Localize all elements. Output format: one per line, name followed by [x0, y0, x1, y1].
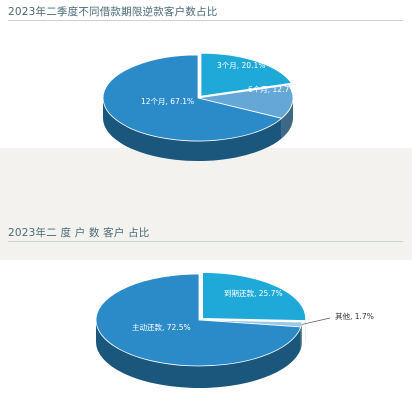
pie-1: 3个月, 20.1% 6个月, 12.7% 12个月, 67.1% [102, 52, 296, 162]
pie-2-slice-3 [95, 273, 302, 367]
pie-2-label-1: 到期还款, 25.7% [224, 288, 283, 298]
pie-1-slice-3 [102, 54, 283, 142]
chart-2-title: 2023年二 度 户 数 客户 占比 [8, 227, 150, 239]
chart-2-title-rule [8, 241, 403, 242]
pie-1-slice-2-side [281, 98, 293, 139]
pie-2-slice-2-side [300, 322, 302, 349]
pie-1-label-2: 6个月, 12.7% [248, 85, 296, 94]
chart-1-title-rule [8, 20, 403, 21]
pie-1-slice-3-side [103, 98, 282, 162]
pie-2: 到期还款, 25.7% 其他, 1.7% 主动还款, 72.5% [95, 272, 374, 389]
pie-1-slice-2 [197, 84, 294, 119]
pie-2-leader-line [301, 317, 331, 325]
pie-1-slice-1 [200, 52, 293, 97]
chart-1-title: 2023年二季度不同借款期限逆款客户数占比 [8, 6, 218, 18]
pie-1-label-1: 3个月, 20.1% [217, 61, 265, 70]
pie-1-label-3: 12个月, 67.1% [141, 97, 194, 106]
pie-2-slice-3-side [96, 320, 301, 389]
pie-2-label-2: 其他, 1.7% [335, 311, 374, 321]
pie-2-label-3: 主动还款, 72.5% [132, 322, 191, 332]
pie-2-slice-1 [202, 272, 306, 321]
